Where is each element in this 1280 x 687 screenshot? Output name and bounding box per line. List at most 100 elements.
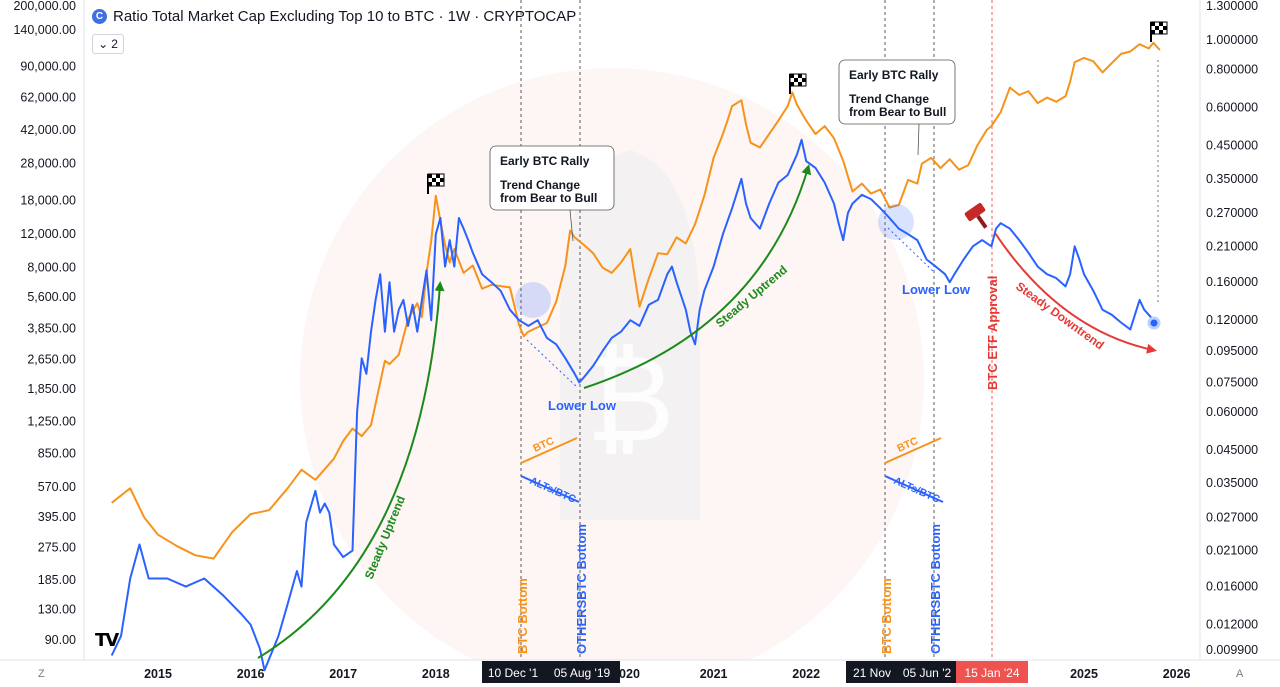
right-axis-tick-label: 0.060000 [1206, 405, 1258, 419]
time-axis-tick-label: 2017 [329, 667, 357, 681]
collapse-count: 2 [111, 37, 118, 51]
time-axis-tick-label: 2018 [422, 667, 450, 681]
right-axis-tick-label: 0.800000 [1206, 62, 1258, 76]
bottom-highlight-circle [515, 282, 551, 318]
left-axis-tick-label: 62,000.00 [20, 91, 76, 105]
time-axis-tick-label: 2022 [792, 667, 820, 681]
flag-check [428, 182, 432, 186]
flag-check [798, 74, 802, 78]
gavel-icon [964, 202, 988, 229]
time-axis-marker-label: 21 Nov [853, 666, 891, 680]
left-axis-tick-label: 3,850.00 [27, 321, 76, 335]
time-axis-tick-label: 2016 [237, 667, 265, 681]
etf-approval-label: BTC ETF Approval [985, 276, 1000, 390]
right-axis-tick-label: 0.095000 [1206, 344, 1258, 358]
alts-btc-ratio-line [110, 138, 1155, 672]
right-axis-tick-label: 0.012000 [1206, 618, 1258, 632]
othersbtc-bottom-label: OTHERSBTC Bottom [574, 524, 589, 654]
time-axis: 2015 2016 2017 2018 2020 2021 2022 2025 2026 [144, 667, 1190, 681]
callout-pointer [917, 123, 920, 156]
callout-title: Early BTC Rally [849, 68, 939, 82]
time-axis-marker: 05 Aug '19 [544, 661, 620, 683]
collapse-button[interactable]: ⌄ 2 [92, 34, 124, 54]
callout-body-line: from Bear to Bull [849, 105, 946, 119]
flag-check [436, 174, 440, 178]
right-axis-tick-label: 0.120000 [1206, 313, 1258, 327]
left-axis-tick-label: 42,000.00 [20, 123, 76, 137]
right-axis-tick-label: 0.600000 [1206, 101, 1258, 115]
uptrend-arrow [583, 164, 812, 389]
callout-body-line: Trend Change [849, 92, 929, 106]
left-axis-tick-label: 2,650.00 [27, 352, 76, 366]
time-axis-marker-bg [846, 661, 898, 683]
flag-check [1159, 22, 1163, 26]
chart-header: C Ratio Total Market Cap Excluding Top 1… [92, 8, 576, 25]
left-axis: 200,000.00 140,000.00 90,000.00 62,000.00 42… [13, 0, 76, 647]
legend-alts-line [884, 475, 944, 503]
right-axis-tick-label: 0.016000 [1206, 580, 1258, 594]
lower-low-connector [887, 227, 935, 273]
lower-low-connector [526, 339, 579, 389]
timezone-button[interactable]: Z [38, 668, 45, 680]
gavel-handle [976, 214, 988, 229]
current-value-dot [1147, 316, 1161, 330]
left-axis-tick-label: 5,600.00 [27, 290, 76, 304]
flag-check [1159, 30, 1163, 34]
flag-check [1163, 26, 1167, 30]
right-axis-tick-label: 0.045000 [1206, 443, 1258, 457]
left-axis-tick-label: 90,000.00 [20, 60, 76, 74]
auto-scale-button[interactable]: A [1236, 668, 1244, 680]
right-axis-tick-label: 0.035000 [1206, 476, 1258, 490]
right-axis: 1.300000 1.000000 0.800000 0.600000 0.450000… [1206, 0, 1258, 657]
flag-check [1151, 30, 1155, 34]
left-axis-tick-label: 90.00 [45, 633, 76, 647]
time-axis-bg [0, 660, 1280, 687]
right-axis-tick-label: 0.160000 [1206, 275, 1258, 289]
checkered-flag-icon [427, 173, 445, 194]
checkered-flag-icon [789, 73, 807, 94]
flag-check [436, 182, 440, 186]
flag-check [1151, 22, 1155, 26]
left-axis-tick-label: 1,250.00 [27, 415, 76, 429]
flag-check [790, 74, 794, 78]
time-axis-marker-bg [482, 661, 544, 683]
time-axis-marker-label: 15 Jan '24 [964, 666, 1019, 680]
flag-check [790, 82, 794, 86]
cryptocap-icon: C [92, 9, 107, 24]
legend-alts-line [520, 475, 580, 503]
time-axis-marker: 15 Jan '24 [956, 661, 1028, 683]
checkered-flag-icon [1150, 21, 1168, 42]
time-axis-tick-label: 2021 [700, 667, 728, 681]
time-axis-marker: 05 Jun '2 [898, 661, 956, 683]
flag-check [440, 178, 444, 182]
chevron-down-icon: ⌄ [98, 37, 109, 51]
btc-bottom-label: BTC Bottom [515, 578, 530, 654]
time-axis-marker-bg [898, 661, 956, 683]
flag-check [1155, 26, 1159, 30]
time-axis-marker: 10 Dec '1 [482, 661, 544, 683]
right-axis-tick-label: 0.450000 [1206, 139, 1258, 153]
left-axis-tick-label: 185.00 [38, 573, 76, 587]
btc-price-line [111, 41, 1161, 560]
left-axis-tick-label: 12,000.00 [20, 227, 76, 241]
left-axis-tick-label: 275.00 [38, 540, 76, 554]
right-axis-tick-label: 0.350000 [1206, 172, 1258, 186]
right-axis-tick-label: 0.027000 [1206, 510, 1258, 524]
left-axis-tick-label: 130.00 [38, 602, 76, 616]
chart-title: Ratio Total Market Cap Excluding Top 10 … [113, 8, 577, 25]
time-axis-marker-label: 05 Aug '19 [554, 666, 611, 680]
lower-low-label: Lower Low [548, 398, 617, 413]
downtrend-arrow [994, 232, 1157, 354]
flag-check [802, 78, 806, 82]
left-axis-tick-label: 8,000.00 [27, 261, 76, 275]
right-axis-tick-label: 0.021000 [1206, 544, 1258, 558]
right-axis-tick-label: 1.300000 [1206, 0, 1258, 13]
callout-body-line: from Bear to Bull [500, 191, 597, 205]
tradingview-logo: TV [95, 630, 119, 651]
legend-btc-line [520, 437, 578, 464]
callout-frame [838, 59, 956, 125]
callout-frame [489, 145, 615, 211]
